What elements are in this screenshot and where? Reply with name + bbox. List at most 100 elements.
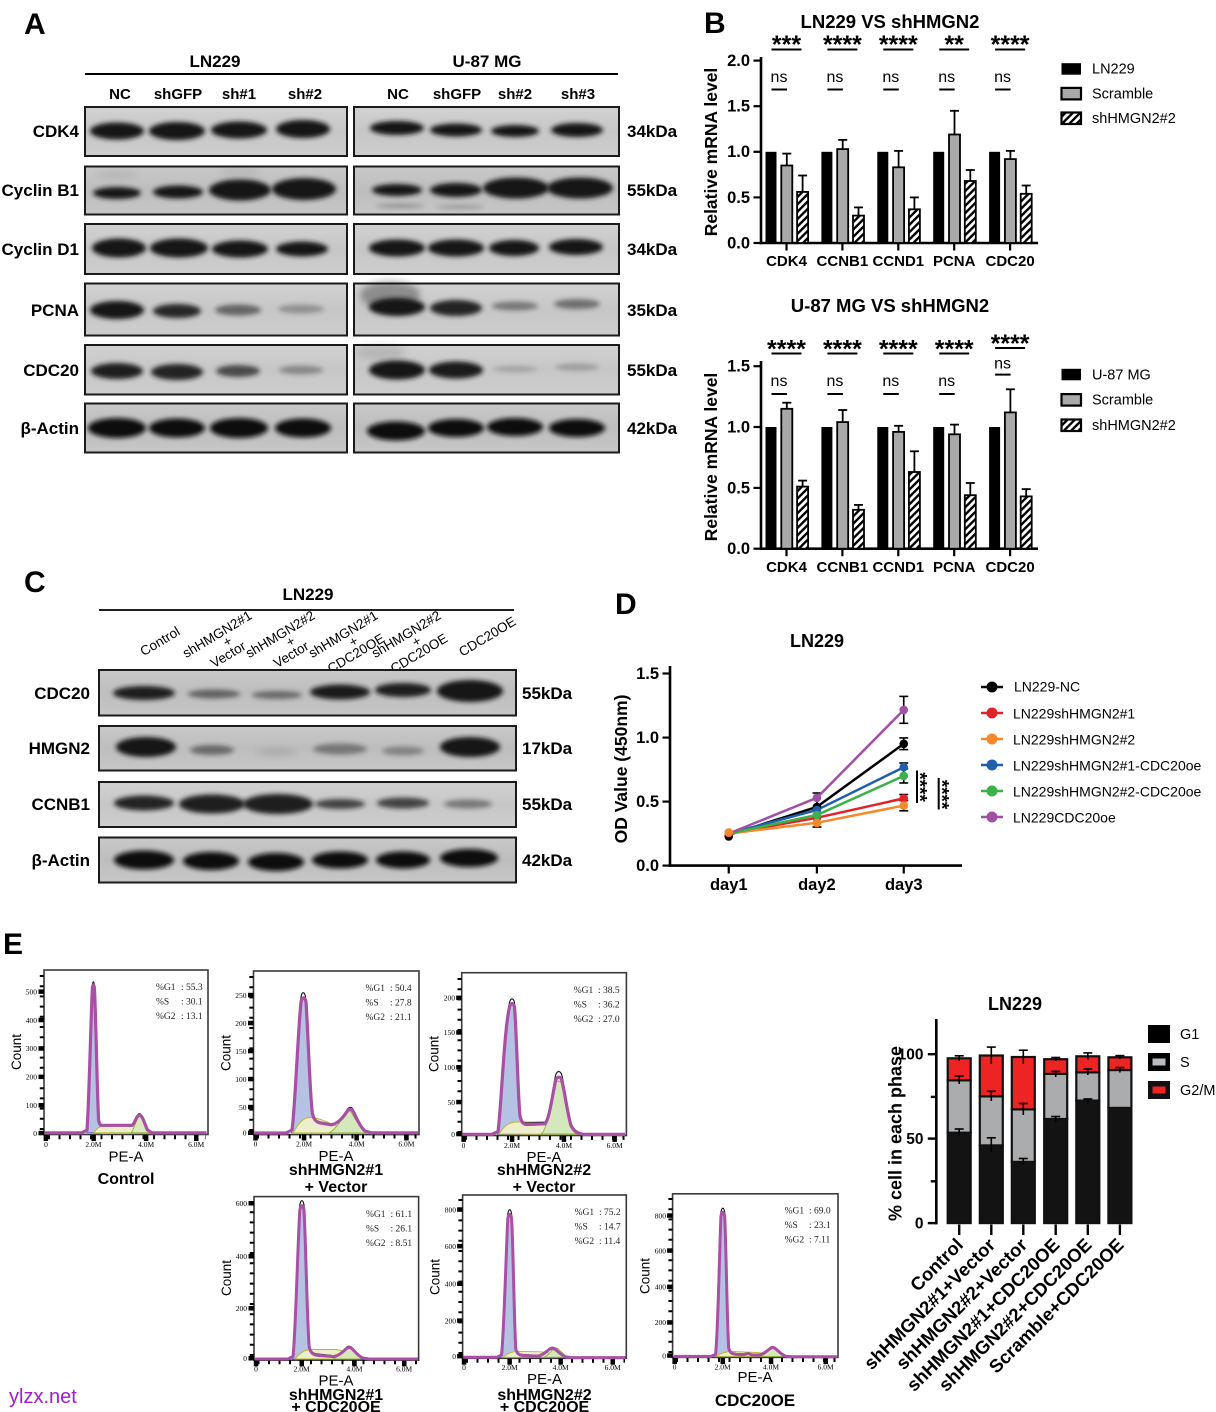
svg-text:1.5: 1.5 (636, 665, 659, 683)
svg-text:%S: %S (575, 1223, 588, 1233)
svg-text:CDC20: CDC20 (23, 361, 79, 380)
svg-text:LN229: LN229 (282, 585, 333, 604)
svg-text:D: D (615, 588, 637, 621)
svg-text:6.0M: 6.0M (818, 1363, 834, 1372)
svg-text:0: 0 (462, 1363, 466, 1372)
svg-text:ns: ns (938, 69, 955, 86)
svg-text:Scramble: Scramble (1092, 393, 1153, 409)
svg-text:150: 150 (235, 1047, 247, 1056)
svg-text:NC: NC (109, 86, 131, 103)
svg-text:LN229CDC20oe: LN229CDC20oe (1013, 810, 1116, 826)
svg-text:55kDa: 55kDa (522, 684, 573, 703)
svg-text:: 38.5: : 38.5 (598, 986, 620, 996)
svg-text:2.0M: 2.0M (85, 1140, 101, 1149)
svg-text:600: 600 (236, 1199, 248, 1208)
svg-text:CDK4: CDK4 (33, 122, 80, 141)
svg-text:%G1: %G1 (574, 986, 594, 996)
svg-text:CDC20: CDC20 (34, 684, 90, 703)
svg-text:CCNB1: CCNB1 (817, 253, 869, 270)
svg-text:LN229: LN229 (1092, 62, 1135, 78)
svg-text:50: 50 (906, 1131, 923, 1148)
svg-text:4.0M: 4.0M (346, 1365, 362, 1374)
svg-text:600: 600 (445, 1242, 457, 1251)
svg-text:2.0M: 2.0M (296, 1140, 312, 1149)
svg-text:200: 200 (236, 1304, 248, 1313)
svg-text:250: 250 (235, 991, 247, 1000)
svg-text:0.0: 0.0 (636, 857, 659, 875)
svg-text:800: 800 (655, 1211, 667, 1220)
svg-text:U-87 MG: U-87 MG (1092, 367, 1151, 383)
svg-text:ns: ns (771, 69, 788, 86)
svg-text:200: 200 (445, 1316, 457, 1325)
svg-text:ns: ns (771, 373, 788, 390)
svg-text:****: **** (767, 336, 806, 364)
svg-text:LN229: LN229 (988, 994, 1042, 1014)
svg-text:50: 50 (448, 1098, 456, 1107)
svg-text:4.0M: 4.0M (556, 1141, 572, 1150)
svg-text:****: **** (879, 336, 918, 364)
svg-text:Count: Count (427, 1036, 442, 1072)
svg-text:Cyclin D1: Cyclin D1 (2, 240, 79, 259)
svg-text:0: 0 (254, 1365, 258, 1374)
svg-text:%S: %S (366, 999, 379, 1009)
svg-text:U-87 MG: U-87 MG (453, 52, 522, 71)
svg-text:CDC20OE: CDC20OE (456, 614, 518, 660)
svg-text:CCND1: CCND1 (872, 253, 924, 270)
svg-text:Cyclin B1: Cyclin B1 (2, 181, 79, 200)
svg-text:+ Vector: + Vector (513, 1179, 576, 1196)
svg-text:0.5: 0.5 (636, 793, 659, 811)
svg-text:PE-A: PE-A (737, 1369, 772, 1386)
svg-text:LN229-NC: LN229-NC (1014, 679, 1080, 695)
svg-text:2.0M: 2.0M (294, 1365, 310, 1374)
svg-text:G2/M: G2/M (1180, 1083, 1215, 1099)
svg-text:: 8.51: : 8.51 (391, 1239, 413, 1249)
svg-text:shHMGN2#2: shHMGN2#2 (1092, 111, 1176, 127)
svg-text:sh#2: sh#2 (288, 86, 322, 103)
svg-text:0.0: 0.0 (727, 540, 750, 558)
svg-text:CDK4: CDK4 (766, 253, 807, 270)
svg-text:PE-A: PE-A (526, 1149, 561, 1166)
svg-text:200: 200 (235, 1019, 247, 1028)
svg-text:4.0M: 4.0M (553, 1363, 569, 1372)
svg-text:2.0M: 2.0M (715, 1363, 731, 1372)
svg-text:: 30.1: : 30.1 (181, 998, 203, 1008)
svg-text:6.0M: 6.0M (607, 1141, 623, 1150)
svg-text:6.0M: 6.0M (398, 1140, 414, 1149)
svg-text:%G2: %G2 (785, 1236, 805, 1246)
svg-text:%G2: %G2 (156, 1012, 176, 1022)
svg-text:0: 0 (44, 1140, 48, 1149)
svg-text:34kDa: 34kDa (627, 122, 678, 141)
svg-text:CDC20: CDC20 (986, 559, 1035, 576)
svg-text:β-Actin: β-Actin (20, 419, 79, 438)
svg-text:1.0: 1.0 (727, 143, 750, 161)
svg-text:%G1: %G1 (575, 1208, 595, 1218)
svg-text:1.5: 1.5 (727, 358, 750, 376)
svg-text:sh#2: sh#2 (498, 86, 532, 103)
svg-text:% cell in each phase: % cell in each phase (886, 1046, 906, 1221)
svg-text:400: 400 (236, 1252, 248, 1261)
svg-text:****: **** (935, 336, 974, 364)
svg-text:PCNA: PCNA (933, 559, 976, 576)
svg-text:: 61.1: : 61.1 (391, 1210, 413, 1220)
svg-text:0: 0 (243, 1354, 247, 1363)
svg-text:CCND1: CCND1 (872, 559, 924, 576)
svg-text:%G2: %G2 (575, 1237, 595, 1247)
svg-text:**: ** (944, 31, 964, 59)
svg-text:0: 0 (254, 1140, 258, 1149)
svg-text:sh#3: sh#3 (561, 86, 595, 103)
svg-text:55kDa: 55kDa (627, 181, 678, 200)
svg-text:LN229shHMGN2#2-CDC20oe: LN229shHMGN2#2-CDC20oe (1013, 784, 1202, 800)
svg-text:****: **** (931, 780, 952, 810)
svg-text:200: 200 (444, 994, 456, 1003)
svg-text:ns: ns (938, 373, 955, 390)
svg-text:***: *** (772, 31, 801, 59)
svg-text:: 75.2: : 75.2 (599, 1208, 621, 1218)
svg-text:100: 100 (26, 1101, 38, 1110)
svg-text:0: 0 (33, 1129, 37, 1138)
svg-text:%G2: %G2 (574, 1015, 594, 1025)
svg-text:+ CDC20OE: + CDC20OE (291, 1399, 381, 1412)
svg-text:55kDa: 55kDa (627, 361, 678, 380)
svg-text:400: 400 (655, 1283, 667, 1292)
svg-text:CCNB1: CCNB1 (31, 795, 90, 814)
svg-text:sh#1: sh#1 (222, 86, 256, 103)
